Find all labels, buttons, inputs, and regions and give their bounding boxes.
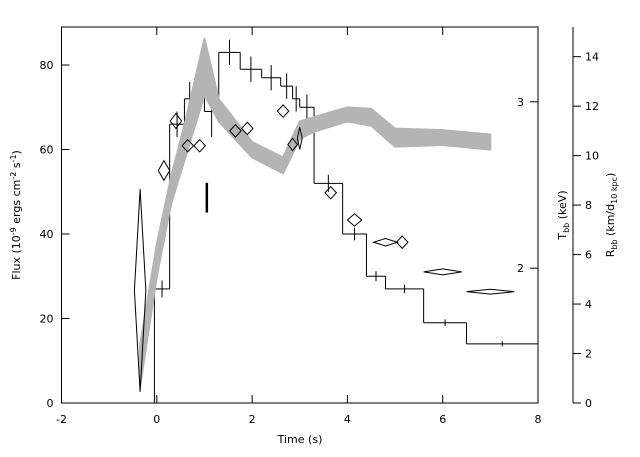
x-tick-label: 4 — [344, 413, 351, 426]
y3-axis-label: Tbb (keV) — [556, 190, 571, 240]
label-part: s — [10, 162, 23, 171]
radius-diamond — [324, 185, 338, 200]
radius-diamond — [423, 268, 462, 276]
y2-tick-label: 2 — [585, 348, 592, 361]
temperature-band — [139, 37, 492, 388]
y2-tick-label: 12 — [585, 100, 599, 113]
plot-frame — [61, 26, 539, 404]
radius-diamond — [287, 137, 298, 152]
radius-diamond — [240, 121, 254, 136]
y2-tick-label: 14 — [585, 51, 599, 64]
x-tick-label: 8 — [535, 413, 542, 426]
y-tick-label: 60 — [40, 144, 54, 157]
label-part: ) — [604, 173, 617, 177]
y3-tick-label: 2 — [517, 262, 524, 275]
label-part: -9 — [9, 227, 18, 235]
radius-diamond — [169, 112, 183, 130]
y-tick-label: 80 — [40, 59, 54, 72]
label-part: bb — [562, 223, 571, 233]
x-tick-label: 0 — [153, 413, 160, 426]
x-axis-label: Time (s) — [277, 433, 323, 446]
label-part: bb — [610, 239, 619, 249]
x-tick-label: 2 — [249, 413, 256, 426]
label-part: T — [556, 233, 569, 241]
label-part: ergs cm — [10, 180, 23, 228]
radius-diamond — [133, 188, 147, 392]
radius-diamond — [193, 138, 207, 153]
radius-diamond — [371, 237, 400, 247]
label-part: R — [604, 249, 617, 257]
label-part: 10 kpc — [610, 177, 619, 204]
y2-tick-label: 0 — [585, 397, 592, 410]
radius-diamond — [395, 235, 409, 250]
label-part: Flux (10 — [10, 235, 23, 280]
y2-tick-label: 4 — [585, 298, 592, 311]
y2-tick-label: 8 — [585, 199, 592, 212]
y2-tick-label: 6 — [585, 249, 592, 262]
y-tick-label: 20 — [40, 313, 54, 326]
y2-tick-label: 10 — [585, 150, 599, 163]
radius-diamond — [276, 104, 290, 119]
y-tick-label: 0 — [47, 397, 54, 410]
label-part: (km/d — [604, 204, 617, 240]
radius-diamond — [296, 127, 303, 150]
radius-diamond — [229, 123, 242, 138]
x-tick-label: 6 — [439, 413, 446, 426]
label-part: ) — [10, 150, 23, 154]
y-axis-label: Flux (10-9 ergs cm-2 s-1) — [9, 150, 23, 280]
radius-diamond — [346, 213, 363, 227]
label-part: -2 — [9, 172, 18, 180]
label-part: -1 — [9, 154, 18, 162]
radius-diamond — [466, 288, 515, 295]
y2-axis-label: Rbb (km/d10 kpc) — [604, 173, 619, 258]
x-tick-label: -2 — [56, 413, 67, 426]
label-part: (keV) — [556, 190, 569, 222]
y-tick-label: 40 — [40, 228, 54, 241]
y3-tick-label: 3 — [517, 96, 524, 109]
radius-diamond — [157, 159, 171, 182]
